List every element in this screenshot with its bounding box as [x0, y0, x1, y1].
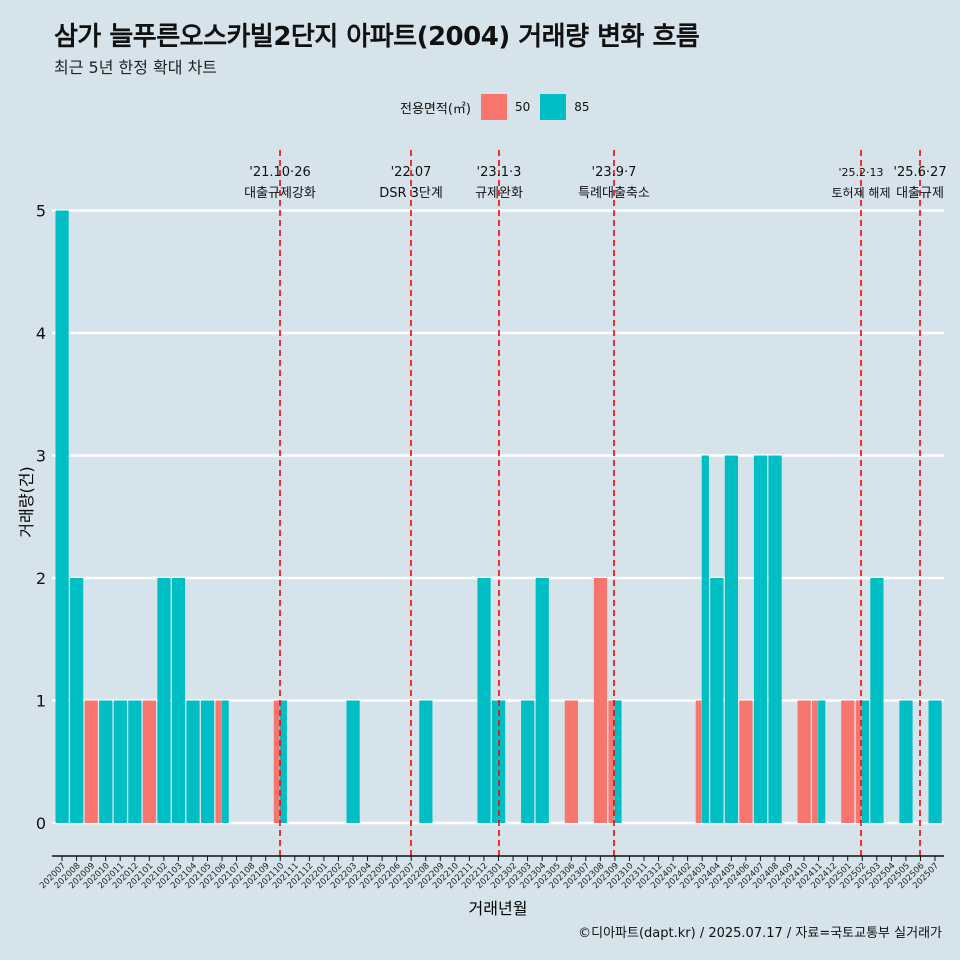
- y-tick-label: 4: [36, 324, 46, 343]
- bar-85-202208: [419, 700, 433, 823]
- bar-85-202303: [521, 700, 535, 823]
- bar-85-202503: [870, 578, 884, 823]
- y-tick-label: 3: [36, 447, 46, 466]
- bar-85-202502: [861, 700, 869, 823]
- legend-label-85: 85: [574, 100, 590, 114]
- x-axis-label: 거래년월: [469, 899, 528, 918]
- legend-swatch-50: [480, 94, 507, 120]
- bar-85-202007: [55, 210, 69, 823]
- y-tick-label: 0: [36, 814, 46, 833]
- bar-85-202102: [157, 578, 171, 823]
- bar-50-202403: [695, 700, 702, 823]
- event-label: 특례대출축소: [578, 186, 650, 201]
- legend: 전용면적(㎡) 50 85: [400, 94, 590, 120]
- chart-title: 삼가 늘푸른오스카빌2단지 아파트(2004) 거래량 변화 흐름: [54, 22, 700, 52]
- legend-title: 전용면적(㎡): [400, 101, 471, 117]
- bar-85-202309: [614, 700, 622, 823]
- bar-50-202106: [215, 700, 222, 823]
- event-date: '25.6·27: [893, 165, 946, 180]
- y-tick-label: 2: [36, 569, 46, 588]
- event-label: 토허제 해제: [831, 186, 890, 200]
- bar-85-202212: [477, 578, 491, 823]
- bar-50-202110: [273, 700, 280, 823]
- bar-85-202411: [818, 700, 826, 823]
- bar-50-202502: [855, 700, 862, 823]
- bar-85-202304: [535, 578, 549, 823]
- bar-50-202411: [812, 700, 818, 823]
- bar-85-202404: [710, 578, 724, 823]
- bars: [55, 210, 942, 823]
- bar-85-202405: [724, 455, 738, 823]
- event-date: '23.1·3: [477, 165, 522, 180]
- bar-85-202408: [768, 455, 782, 823]
- event-date: '25.2·13: [838, 166, 883, 179]
- chart-subtitle: 최근 5년 한정 확대 차트: [54, 58, 218, 77]
- bar-85-202203: [346, 700, 360, 823]
- bar-85-202407: [753, 455, 768, 823]
- bar-85-202507: [928, 700, 942, 823]
- bar-50-202501: [841, 700, 855, 823]
- bar-50-202101: [142, 700, 156, 823]
- legend-label-50: 50: [514, 100, 531, 114]
- y-tick-label: 1: [36, 692, 46, 711]
- legend-swatch-85: [540, 94, 567, 120]
- bar-85-202104: [186, 700, 200, 823]
- event-label: 대출규제강화: [244, 186, 316, 201]
- bar-50-202406: [739, 700, 753, 823]
- bar-50-202308: [593, 578, 608, 823]
- bar-85-202011: [113, 700, 127, 823]
- event-label: 규제완화: [475, 186, 523, 201]
- event-markers: '21.10·26 대출규제강화 '22.07 DSR 3단계 '23.1·3 규제완화 '…: [244, 150, 947, 856]
- bar-85-202505: [899, 700, 913, 823]
- bar-50-202306: [564, 700, 578, 823]
- bar-85-202105: [201, 700, 215, 823]
- event-label: DSR 3단계: [379, 186, 443, 201]
- bar-85-202010: [99, 700, 113, 823]
- bar-50-202410: [797, 700, 811, 823]
- bar-85-202012: [128, 700, 142, 823]
- event-date: '22.07: [391, 165, 432, 180]
- bar-50-202309: [608, 700, 615, 823]
- source-caption: ©디아파트(dapt.kr) / 2025.07.17 / 자료=국토교통부 실…: [578, 926, 942, 941]
- y-axis-label: 거래량(건): [17, 466, 36, 537]
- y-tick-label: 5: [36, 202, 46, 221]
- bar-85-202403: [701, 455, 709, 823]
- bar-85-202110: [279, 700, 287, 823]
- x-axis: 2020072020082020092020102020112020122021…: [38, 855, 944, 891]
- bar-85-202106: [221, 700, 229, 823]
- bar-50-202009: [84, 700, 98, 823]
- event-date: '21.10·26: [249, 165, 310, 180]
- event-label: 대출규제: [896, 186, 944, 201]
- bar-85-202008: [70, 578, 84, 823]
- bar-85-202103: [171, 578, 186, 823]
- y-axis: 0 1 2 3 4 5: [36, 202, 46, 834]
- event-date: '23.9·7: [592, 165, 637, 180]
